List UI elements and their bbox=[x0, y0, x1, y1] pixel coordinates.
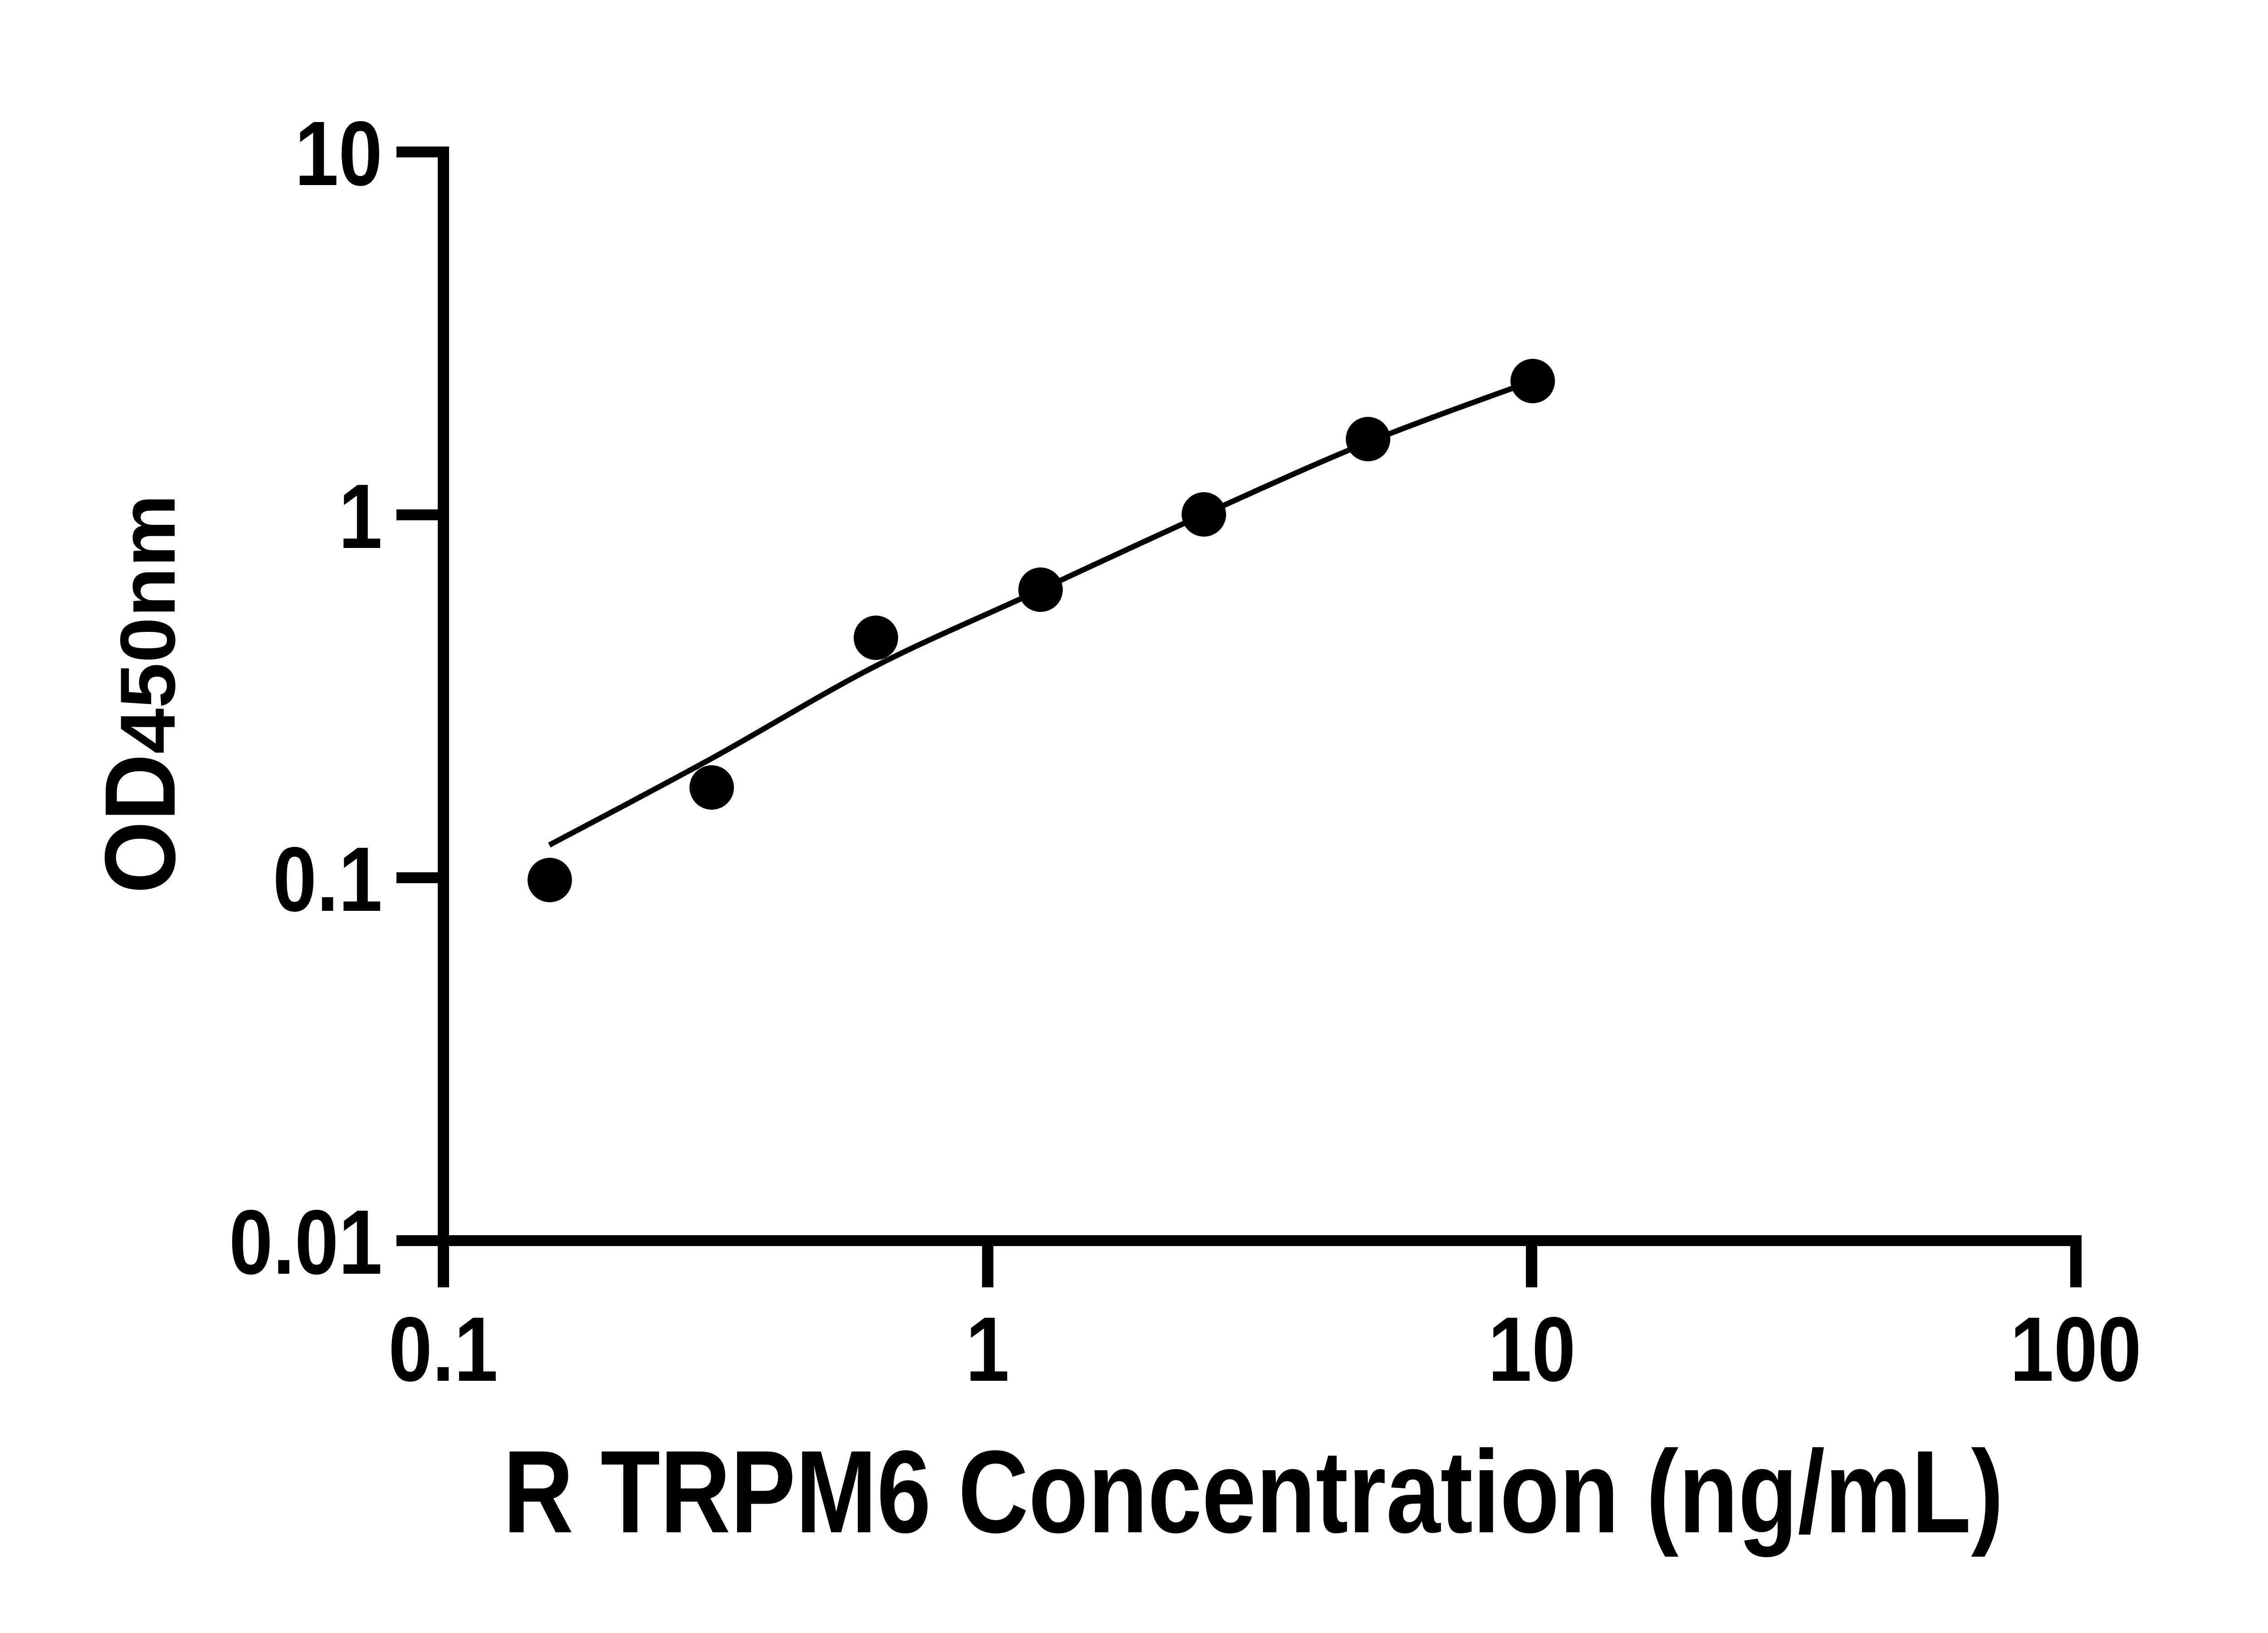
svg-text:450nm: 450nm bbox=[104, 494, 191, 754]
svg-text:1: 1 bbox=[338, 465, 382, 567]
svg-text:100: 100 bbox=[2010, 1298, 2141, 1400]
svg-text:0.1: 0.1 bbox=[388, 1298, 498, 1400]
svg-text:R TRPM6 Concentration (ng/mL): R TRPM6 Concentration (ng/mL) bbox=[503, 1427, 2004, 1557]
svg-text:1: 1 bbox=[966, 1298, 1010, 1400]
svg-text:0.01: 0.01 bbox=[229, 1191, 382, 1293]
svg-text:10: 10 bbox=[295, 102, 382, 205]
svg-text:0.1: 0.1 bbox=[273, 828, 382, 930]
svg-text:10: 10 bbox=[1488, 1298, 1575, 1400]
svg-text:OD: OD bbox=[84, 754, 196, 894]
